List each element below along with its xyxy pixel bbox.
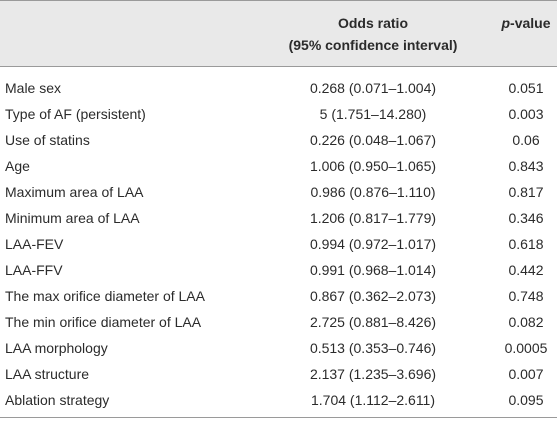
- table-cell: Maximum area of LAA: [5, 184, 144, 200]
- table-row: Ablation strategy 1.704 (1.112–2.611) 0.09…: [0, 387, 557, 413]
- table-cell: 2.725 (0.881–8.426): [309, 314, 437, 330]
- table-cell: 0.817: [508, 184, 544, 200]
- table-cell: LAA structure: [5, 366, 90, 382]
- table-row: The min orifice diameter of LAA 2.725 (0.…: [0, 309, 557, 335]
- table-row: Use of statins 0.226 (0.048–1.067) 0.06: [0, 127, 557, 153]
- table-cell: The max orifice diameter of LAA: [5, 288, 205, 304]
- table-cell: 0.003: [508, 106, 544, 122]
- table-cell: 0.268 (0.071–1.004): [309, 80, 437, 96]
- header-cell: p-value: [494, 12, 557, 34]
- table-cell: Male sex: [5, 80, 62, 96]
- header-text: Odds ratio: [337, 15, 408, 31]
- table-cell: Age: [5, 158, 30, 174]
- table-cell: LAA-FEV: [5, 236, 64, 252]
- table-cell: 1.206 (0.817–1.779): [309, 210, 437, 226]
- table-cell: 0.513 (0.353–0.746): [309, 340, 437, 356]
- table-row: Type of AF (persistent) 5 (1.751–14.280) 0…: [0, 101, 557, 127]
- table-row: LAA-FEV 0.994 (0.972–1.017) 0.618: [0, 231, 557, 257]
- table-cell: Minimum area of LAA: [5, 210, 140, 226]
- table-row: LAA-FFV 0.991 (0.968–1.014) 0.442: [0, 257, 557, 283]
- header-row: Odds ratio (95% confidence interval) p-v…: [0, 0, 557, 67]
- header-text: p-value: [501, 15, 551, 31]
- table-cell: Ablation strategy: [5, 392, 110, 408]
- table-cell: The min orifice diameter of LAA: [5, 314, 202, 330]
- table-cell: 1.704 (1.112–2.611): [310, 392, 436, 408]
- table-cell: 1.006 (0.950–1.065): [309, 158, 437, 174]
- table-cell: 0.007: [508, 366, 544, 382]
- table-cell: Type of AF (persistent): [5, 106, 146, 122]
- table-row: Maximum area of LAA 0.986 (0.876–1.110) 0.…: [0, 179, 557, 205]
- table-cell: 0.0005: [504, 340, 548, 356]
- table-row: The max orifice diameter of LAA 0.867 (0.…: [0, 283, 557, 309]
- header-cell: Odds ratio (95% confidence interval): [275, 12, 471, 56]
- table-cell: 5 (1.751–14.280): [319, 106, 427, 122]
- table-cell: 2.137 (1.235–3.696): [309, 366, 437, 382]
- table-cell: 0.991 (0.968–1.014): [309, 262, 437, 278]
- table-cell: LAA-FFV: [5, 262, 63, 278]
- table-cell: 0.06: [512, 132, 540, 148]
- table-cell: 0.442: [508, 262, 544, 278]
- table-cell: 0.748: [508, 288, 544, 304]
- table-cell: 0.226 (0.048–1.067): [309, 132, 437, 148]
- table-cell: 0.994 (0.972–1.017): [309, 236, 437, 252]
- table-cell: 0.843: [508, 158, 544, 174]
- table-row: Minimum area of LAA 1.206 (0.817–1.779) 0.…: [0, 205, 557, 231]
- table-cell: 0.095: [508, 392, 544, 408]
- table-row: LAA morphology 0.513 (0.353–0.746) 0.0005: [0, 335, 557, 361]
- table-row: Age 1.006 (0.950–1.065) 0.843: [0, 153, 557, 179]
- table-cell: Use of statins: [5, 132, 90, 148]
- table-cell: 0.618: [508, 236, 544, 252]
- table-cell: 0.051: [508, 80, 544, 96]
- table-row: Male sex 0.268 (0.071–1.004) 0.051: [0, 75, 557, 101]
- table-cell: 0.986 (0.876–1.110): [310, 184, 436, 200]
- table-row: LAA structure 2.137 (1.235–3.696) 0.007: [0, 361, 557, 387]
- table-cell: LAA morphology: [5, 340, 108, 356]
- table-cell: 0.346: [508, 210, 544, 226]
- header-text: (95% confidence interval): [288, 37, 458, 53]
- table-cell: 0.867 (0.362–2.073): [309, 288, 437, 304]
- table-cell: 0.082: [508, 314, 544, 330]
- table-rule: [0, 417, 557, 418]
